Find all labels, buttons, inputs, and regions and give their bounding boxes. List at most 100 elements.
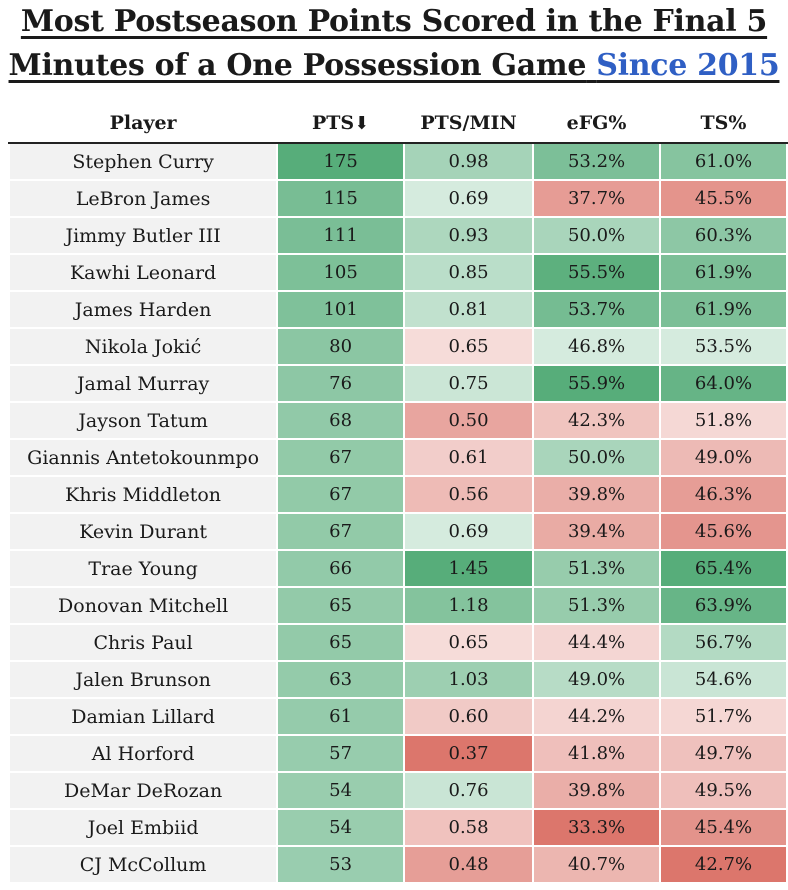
cell-ts: 53.5% xyxy=(659,327,788,366)
cell-pts: 53 xyxy=(276,845,406,884)
cell-ts: 65.4% xyxy=(659,549,788,588)
cell-ts: 51.8% xyxy=(659,401,788,440)
cell-player: Joel Embiid xyxy=(7,808,279,847)
cell-ts: 49.0% xyxy=(659,438,788,477)
cell-pts-min: 0.75 xyxy=(403,364,535,403)
cell-player: Chris Paul xyxy=(7,623,279,662)
table-row: Joel Embiid 54 0.58 33.3% 45.4% xyxy=(7,808,788,847)
header-row: Player PTS⬇ PTS/MIN eFG% TS% xyxy=(9,104,787,144)
title-line-2: Minutes of a One Possession Game Since 2… xyxy=(0,44,788,88)
table-row: Trae Young 66 1.45 51.3% 65.4% xyxy=(7,549,788,588)
cell-player: Trae Young xyxy=(7,549,279,588)
cell-ts: 45.6% xyxy=(659,512,788,551)
cell-ts: 61.9% xyxy=(659,290,788,329)
cell-ts: 49.7% xyxy=(659,734,788,773)
cell-player: Nikola Jokić xyxy=(7,327,279,366)
cell-ts: 60.3% xyxy=(659,216,788,255)
cell-pts-min: 0.56 xyxy=(403,475,535,514)
cell-ts: 42.7% xyxy=(659,845,788,884)
cell-pts-min: 0.76 xyxy=(403,771,535,810)
cell-player: Donovan Mitchell xyxy=(7,586,279,625)
table-row: Damian Lillard 61 0.60 44.2% 51.7% xyxy=(7,697,788,736)
cell-pts-min: 0.69 xyxy=(403,512,535,551)
table-body: Stephen Curry 175 0.98 53.2% 61.0% LeBron Jam… xyxy=(7,142,788,884)
table-row: Kevin Durant 67 0.69 39.4% 45.6% xyxy=(7,512,788,551)
cell-player: Khris Middleton xyxy=(7,475,279,514)
cell-player: Damian Lillard xyxy=(7,697,279,736)
cell-ts: 49.5% xyxy=(659,771,788,810)
cell-efg: 44.2% xyxy=(532,697,662,736)
cell-ts: 61.9% xyxy=(659,253,788,292)
cell-pts: 66 xyxy=(276,549,406,588)
stats-table: Player PTS⬇ PTS/MIN eFG% TS% Stephen Cur… xyxy=(7,104,788,884)
cell-pts-min: 0.50 xyxy=(403,401,535,440)
cell-player: DeMar DeRozan xyxy=(7,771,279,810)
header-pts[interactable]: PTS⬇ xyxy=(277,104,405,144)
cell-player: Jayson Tatum xyxy=(7,401,279,440)
cell-ts: 51.7% xyxy=(659,697,788,736)
cell-pts: 67 xyxy=(276,475,406,514)
sort-down-arrow-icon: ⬇ xyxy=(354,113,370,134)
table-row: Kawhi Leonard 105 0.85 55.5% 61.9% xyxy=(7,253,788,292)
cell-pts: 115 xyxy=(276,179,406,218)
cell-player: LeBron James xyxy=(7,179,279,218)
title-line-1: Most Postseason Points Scored in the Fin… xyxy=(0,0,788,44)
cell-pts: 65 xyxy=(276,623,406,662)
cell-efg: 39.4% xyxy=(532,512,662,551)
cell-efg: 53.2% xyxy=(532,142,662,181)
header-pts-min[interactable]: PTS/MIN xyxy=(404,104,534,144)
header-player[interactable]: Player xyxy=(9,104,278,144)
cell-pts-min: 1.03 xyxy=(403,660,535,699)
cell-player: Giannis Antetokounmpo xyxy=(7,438,279,477)
cell-efg: 51.3% xyxy=(532,549,662,588)
cell-efg: 50.0% xyxy=(532,438,662,477)
cell-ts: 54.6% xyxy=(659,660,788,699)
cell-pts-min: 0.93 xyxy=(403,216,535,255)
cell-pts-min: 0.37 xyxy=(403,734,535,773)
cell-player: Jalen Brunson xyxy=(7,660,279,699)
cell-player: Al Horford xyxy=(7,734,279,773)
cell-efg: 42.3% xyxy=(532,401,662,440)
cell-efg: 49.0% xyxy=(532,660,662,699)
cell-pts: 111 xyxy=(276,216,406,255)
cell-pts: 54 xyxy=(276,808,406,847)
cell-pts: 65 xyxy=(276,586,406,625)
table-row: CJ McCollum 53 0.48 40.7% 42.7% xyxy=(7,845,788,884)
cell-ts: 61.0% xyxy=(659,142,788,181)
cell-efg: 55.5% xyxy=(532,253,662,292)
cell-pts: 63 xyxy=(276,660,406,699)
chart-title: Most Postseason Points Scored in the Fin… xyxy=(0,0,788,102)
cell-efg: 41.8% xyxy=(532,734,662,773)
cell-pts: 105 xyxy=(276,253,406,292)
cell-efg: 51.3% xyxy=(532,586,662,625)
cell-ts: 46.3% xyxy=(659,475,788,514)
header-pts-label: PTS xyxy=(311,112,355,134)
table-row: Jamal Murray 76 0.75 55.9% 64.0% xyxy=(7,364,788,403)
cell-pts: 80 xyxy=(276,327,406,366)
table-row: Giannis Antetokounmpo 67 0.61 50.0% 49.0% xyxy=(7,438,788,477)
cell-player: CJ McCollum xyxy=(7,845,279,884)
table-row: Al Horford 57 0.37 41.8% 49.7% xyxy=(7,734,788,773)
table-row: Stephen Curry 175 0.98 53.2% 61.0% xyxy=(7,142,788,181)
header-efg[interactable]: eFG% xyxy=(533,104,661,144)
cell-efg: 50.0% xyxy=(532,216,662,255)
cell-ts: 45.4% xyxy=(659,808,788,847)
table-row: DeMar DeRozan 54 0.76 39.8% 49.5% xyxy=(7,771,788,810)
cell-player: Kevin Durant xyxy=(7,512,279,551)
cell-efg: 53.7% xyxy=(532,290,662,329)
cell-player: Kawhi Leonard xyxy=(7,253,279,292)
cell-pts-min: 1.45 xyxy=(403,549,535,588)
table-row: Jayson Tatum 68 0.50 42.3% 51.8% xyxy=(7,401,788,440)
title-text-2: Minutes of a One Possession Game xyxy=(8,48,587,83)
cell-pts-min: 0.69 xyxy=(403,179,535,218)
cell-efg: 39.8% xyxy=(532,771,662,810)
header-ts[interactable]: TS% xyxy=(660,104,787,144)
cell-ts: 63.9% xyxy=(659,586,788,625)
cell-pts: 54 xyxy=(276,771,406,810)
cell-efg: 33.3% xyxy=(532,808,662,847)
table-row: James Harden 101 0.81 53.7% 61.9% xyxy=(7,290,788,329)
table-row: Jimmy Butler III 111 0.93 50.0% 60.3% xyxy=(7,216,788,255)
cell-pts-min: 1.18 xyxy=(403,586,535,625)
table-row: Nikola Jokić 80 0.65 46.8% 53.5% xyxy=(7,327,788,366)
cell-efg: 44.4% xyxy=(532,623,662,662)
